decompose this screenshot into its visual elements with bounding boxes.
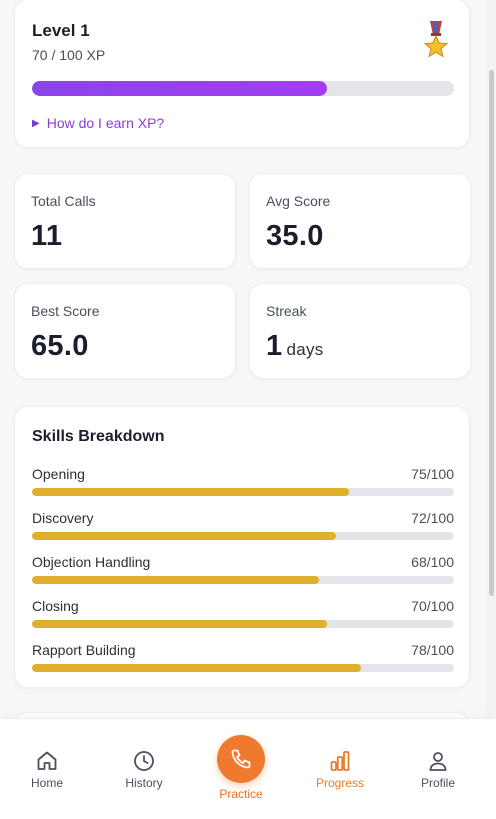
stat-value: 65.0 bbox=[31, 330, 89, 362]
nav-label: Home bbox=[30, 776, 63, 790]
caret-right-icon: ▶ bbox=[32, 117, 40, 129]
skill-score: 72/100 bbox=[411, 510, 454, 526]
military-medal-icon bbox=[423, 21, 449, 58]
stat-label: Streak bbox=[266, 303, 307, 319]
xp-progress-fill bbox=[32, 81, 328, 96]
nav-progress[interactable]: Progress bbox=[300, 719, 380, 819]
skill-bar bbox=[32, 532, 454, 540]
xp-text: 70 / 100 XP bbox=[32, 47, 106, 63]
stat-label: Total Calls bbox=[31, 193, 96, 209]
stat-label: Avg Score bbox=[266, 193, 331, 209]
skill-row-closing: Closing 70/100 bbox=[32, 598, 454, 628]
streak-number: 1 bbox=[266, 330, 283, 362]
skill-bar bbox=[32, 576, 454, 584]
stat-value: 11 bbox=[31, 220, 63, 252]
skill-score: 75/100 bbox=[411, 466, 454, 482]
streak-unit: days bbox=[286, 340, 324, 359]
xp-progress-bar bbox=[32, 81, 454, 96]
user-icon bbox=[429, 752, 447, 771]
skill-score: 68/100 bbox=[411, 554, 454, 570]
skill-name: Closing bbox=[32, 598, 79, 614]
skill-name: Rapport Building bbox=[32, 642, 136, 658]
skill-bar-fill bbox=[32, 488, 349, 496]
earn-xp-label: How do I earn XP? bbox=[46, 115, 165, 131]
level-title: Level 1 bbox=[32, 21, 90, 40]
skill-bar bbox=[32, 620, 454, 628]
skill-name: Discovery bbox=[32, 510, 94, 526]
skill-bar-fill bbox=[32, 532, 336, 540]
stat-label: Best Score bbox=[31, 303, 100, 319]
bottom-nav: Home History Progress Profile bbox=[0, 718, 496, 819]
practice-label[interactable]: Practice bbox=[219, 787, 263, 801]
skill-bar-fill bbox=[32, 620, 328, 628]
skills-title: Skills Breakdown bbox=[32, 428, 165, 445]
progress-screen: Level 1 70 / 100 XP ▶ How do I earn XP? … bbox=[14, 0, 496, 718]
skill-score: 78/100 bbox=[411, 642, 454, 658]
practice-button[interactable] bbox=[217, 735, 265, 783]
scrollbar-thumb[interactable] bbox=[489, 70, 494, 596]
skill-score: 70/100 bbox=[411, 598, 454, 614]
skill-row-discovery: Discovery 72/100 bbox=[32, 510, 454, 540]
level-card: Level 1 70 / 100 XP ▶ How do I earn XP? bbox=[14, 0, 470, 148]
stat-avg-score: Avg Score 35.0 bbox=[249, 173, 471, 269]
nav-label: Progress bbox=[315, 776, 365, 790]
skill-name: Opening bbox=[32, 466, 85, 482]
stat-value: 35.0 bbox=[266, 220, 324, 252]
stat-value: 1 days bbox=[266, 330, 324, 363]
skill-bar bbox=[32, 488, 454, 496]
stat-total-calls: Total Calls 11 bbox=[14, 173, 236, 269]
phone-icon bbox=[231, 749, 251, 769]
nav-label: Profile bbox=[420, 776, 455, 790]
nav-home[interactable]: Home bbox=[7, 719, 87, 819]
skill-bar-fill bbox=[32, 664, 362, 672]
skill-row-objection-handling: Objection Handling 68/100 bbox=[32, 554, 454, 584]
stat-streak: Streak 1 days bbox=[249, 283, 471, 379]
skill-name: Objection Handling bbox=[32, 554, 151, 570]
bar-chart-icon bbox=[330, 751, 350, 771]
nav-label: History bbox=[125, 776, 163, 790]
stat-best-score: Best Score 65.0 bbox=[14, 283, 236, 379]
skill-row-rapport-building: Rapport Building 78/100 bbox=[32, 642, 454, 672]
scrollbar[interactable] bbox=[487, 0, 496, 718]
nav-profile[interactable]: Profile bbox=[398, 719, 478, 819]
earn-xp-toggle[interactable]: ▶ How do I earn XP? bbox=[32, 115, 164, 131]
home-icon bbox=[37, 751, 57, 770]
skill-bar-fill bbox=[32, 576, 319, 584]
skills-breakdown-card: Skills Breakdown Opening 75/100 Discover… bbox=[14, 406, 470, 688]
clock-icon bbox=[134, 751, 154, 771]
nav-history[interactable]: History bbox=[104, 719, 184, 819]
skill-bar bbox=[32, 664, 454, 672]
skill-row-opening: Opening 75/100 bbox=[32, 466, 454, 496]
